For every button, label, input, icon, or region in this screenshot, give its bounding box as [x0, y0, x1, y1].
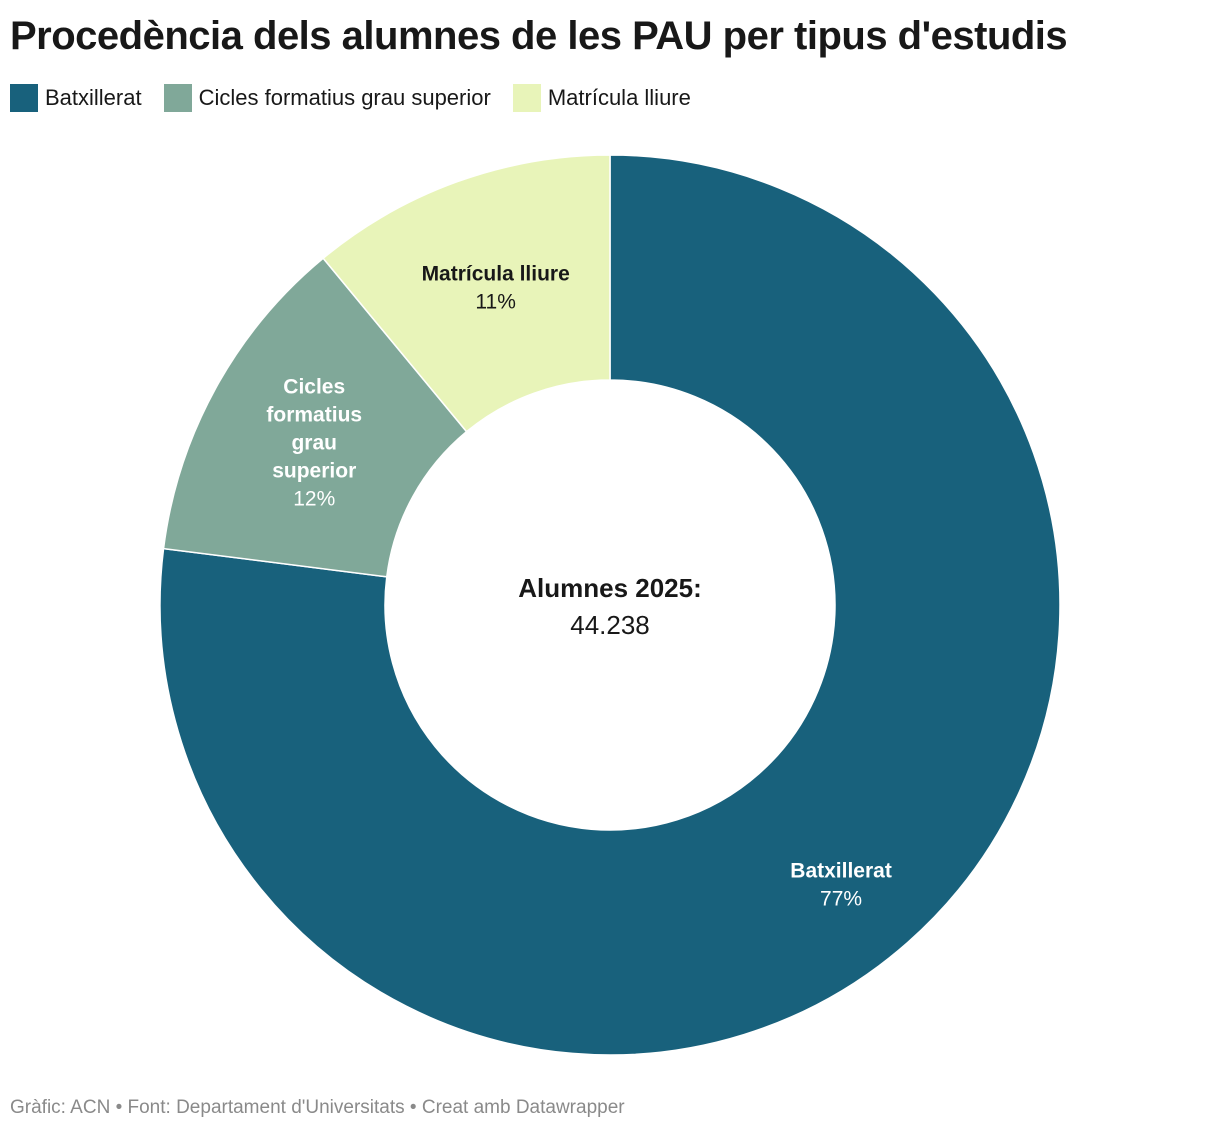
slice-label-name-cicles-2: grau	[291, 431, 337, 454]
legend-label-batxillerat: Batxillerat	[45, 85, 142, 110]
slice-label-name-cicles-3: superior	[272, 459, 356, 482]
legend-item-cicles: Cicles formatius grau superior	[163, 84, 491, 112]
legend-swatch-matricula	[512, 84, 541, 112]
slice-label-name-batxillerat-0: Batxillerat	[790, 859, 892, 882]
chart-title: Procedència dels alumnes de les PAU per …	[10, 14, 1068, 58]
slice-value-batxillerat: 77%	[820, 887, 862, 910]
legend-swatch-cicles	[163, 84, 192, 112]
slice-labels: Batxillerat 77% Cicles formatius grau superio…	[266, 262, 891, 910]
chart-legend: Batxillerat Cicles formatius grau superi…	[10, 84, 713, 112]
chart-footer: Gràfic: ACN • Font: Departament d'Univer…	[10, 1097, 625, 1118]
slice-label-name-cicles-1: formatius	[266, 403, 362, 426]
legend-item-matricula: Matrícula lliure	[512, 84, 691, 112]
slice-batxillerat	[159, 154, 1061, 1056]
slice-label-name-matricula-0: Matrícula lliure	[422, 262, 570, 285]
center-title: Alumnes 2025:	[518, 573, 702, 603]
slice-cicles	[162, 257, 468, 578]
donut-slices	[159, 154, 1061, 1056]
legend-item-batxillerat: Batxillerat	[10, 84, 142, 112]
center-value: 44.238	[570, 610, 650, 640]
slice-label-cicles: Cicles formatius grau superior 12%	[266, 375, 362, 510]
slice-label-batxillerat: Batxillerat 77%	[790, 859, 892, 910]
slice-matricula	[322, 154, 611, 433]
slice-label-name-cicles-0: Cicles	[283, 375, 345, 398]
slice-value-cicles: 12%	[293, 487, 335, 510]
legend-label-cicles: Cicles formatius grau superior	[198, 85, 491, 110]
legend-label-matricula: Matrícula lliure	[547, 85, 691, 110]
slice-value-matricula: 11%	[475, 290, 515, 313]
slice-label-matricula: Matrícula lliure 11%	[422, 262, 570, 313]
legend-swatch-batxillerat	[10, 84, 38, 112]
